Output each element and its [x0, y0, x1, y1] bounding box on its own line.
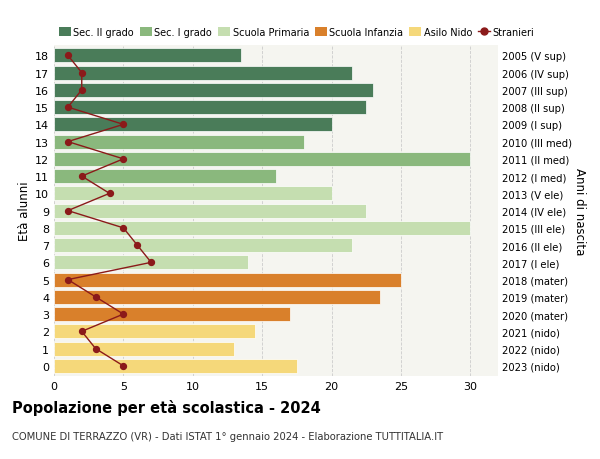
- Legend: Sec. II grado, Sec. I grado, Scuola Primaria, Scuola Infanzia, Asilo Nido, Stran: Sec. II grado, Sec. I grado, Scuola Prim…: [59, 28, 535, 38]
- Point: [91, 345, 100, 353]
- Bar: [54, 342, 235, 356]
- Point: [63, 276, 73, 284]
- Bar: [54, 359, 297, 373]
- Bar: [54, 308, 290, 321]
- Point: [119, 121, 128, 129]
- Point: [119, 311, 128, 318]
- Point: [63, 139, 73, 146]
- Point: [63, 52, 73, 60]
- Point: [119, 156, 128, 163]
- Bar: [54, 290, 380, 304]
- Y-axis label: Età alunni: Età alunni: [18, 181, 31, 241]
- Point: [77, 87, 86, 94]
- Text: COMUNE DI TERRAZZO (VR) - Dati ISTAT 1° gennaio 2024 - Elaborazione TUTTITALIA.I: COMUNE DI TERRAZZO (VR) - Dati ISTAT 1° …: [12, 431, 443, 442]
- Bar: [54, 135, 304, 149]
- Bar: [54, 49, 241, 63]
- Point: [119, 362, 128, 369]
- Point: [63, 207, 73, 215]
- Text: Popolazione per età scolastica - 2024: Popolazione per età scolastica - 2024: [12, 399, 321, 415]
- Bar: [54, 204, 366, 218]
- Bar: [54, 273, 401, 287]
- Bar: [54, 118, 331, 132]
- Bar: [54, 325, 255, 339]
- Bar: [54, 84, 373, 98]
- Bar: [54, 101, 366, 115]
- Point: [91, 294, 100, 301]
- Point: [77, 328, 86, 335]
- Point: [146, 259, 156, 266]
- Point: [133, 242, 142, 249]
- Bar: [54, 221, 470, 235]
- Bar: [54, 239, 352, 252]
- Bar: [54, 170, 276, 184]
- Bar: [54, 256, 248, 270]
- Point: [77, 173, 86, 180]
- Point: [63, 104, 73, 112]
- Point: [77, 70, 86, 77]
- Bar: [54, 187, 331, 201]
- Point: [119, 224, 128, 232]
- Y-axis label: Anni di nascita: Anni di nascita: [573, 168, 586, 255]
- Point: [105, 190, 115, 197]
- Bar: [54, 152, 470, 167]
- Bar: [54, 67, 352, 80]
